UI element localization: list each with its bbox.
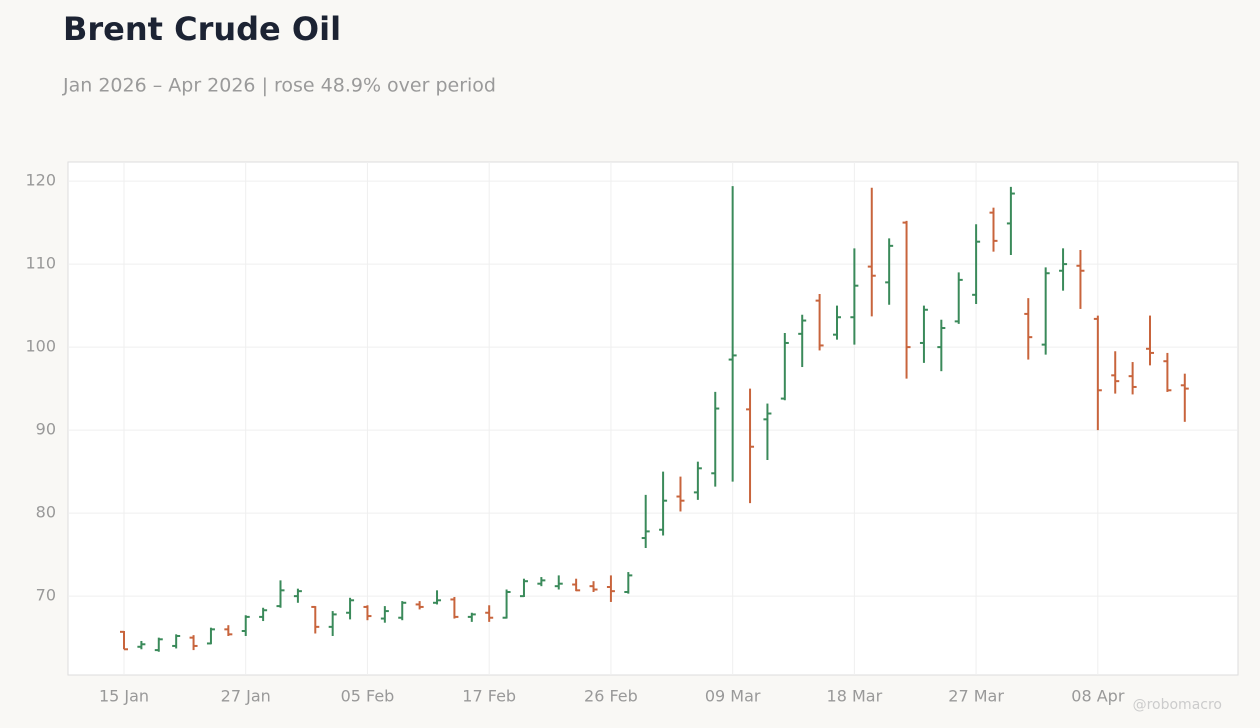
x-tick-label: 15 Jan — [99, 687, 149, 706]
y-tick-label: 120 — [25, 171, 56, 190]
y-tick-label: 110 — [25, 254, 56, 273]
plot-area — [67, 161, 1239, 676]
x-tick-label: 18 Mar — [827, 687, 883, 706]
watermark: @robomacro — [1133, 697, 1222, 713]
y-tick-label: 100 — [25, 337, 56, 356]
x-tick-label: 27 Mar — [948, 687, 1004, 706]
x-tick-label: 08 Apr — [1071, 687, 1125, 706]
y-tick-label: 70 — [36, 586, 56, 605]
x-tick-label: 09 Mar — [705, 687, 761, 706]
chart-subtitle: Jan 2026 – Apr 2026 | rose 48.9% over pe… — [62, 75, 496, 97]
chart-title: Brent Crude Oil — [63, 10, 341, 48]
x-tick-label: 17 Feb — [462, 687, 516, 706]
x-tick-label: 05 Feb — [341, 687, 395, 706]
x-tick-label: 27 Jan — [221, 687, 271, 706]
y-tick-label: 90 — [36, 420, 56, 439]
y-tick-label: 80 — [36, 503, 56, 522]
x-tick-label: 26 Feb — [584, 687, 638, 706]
